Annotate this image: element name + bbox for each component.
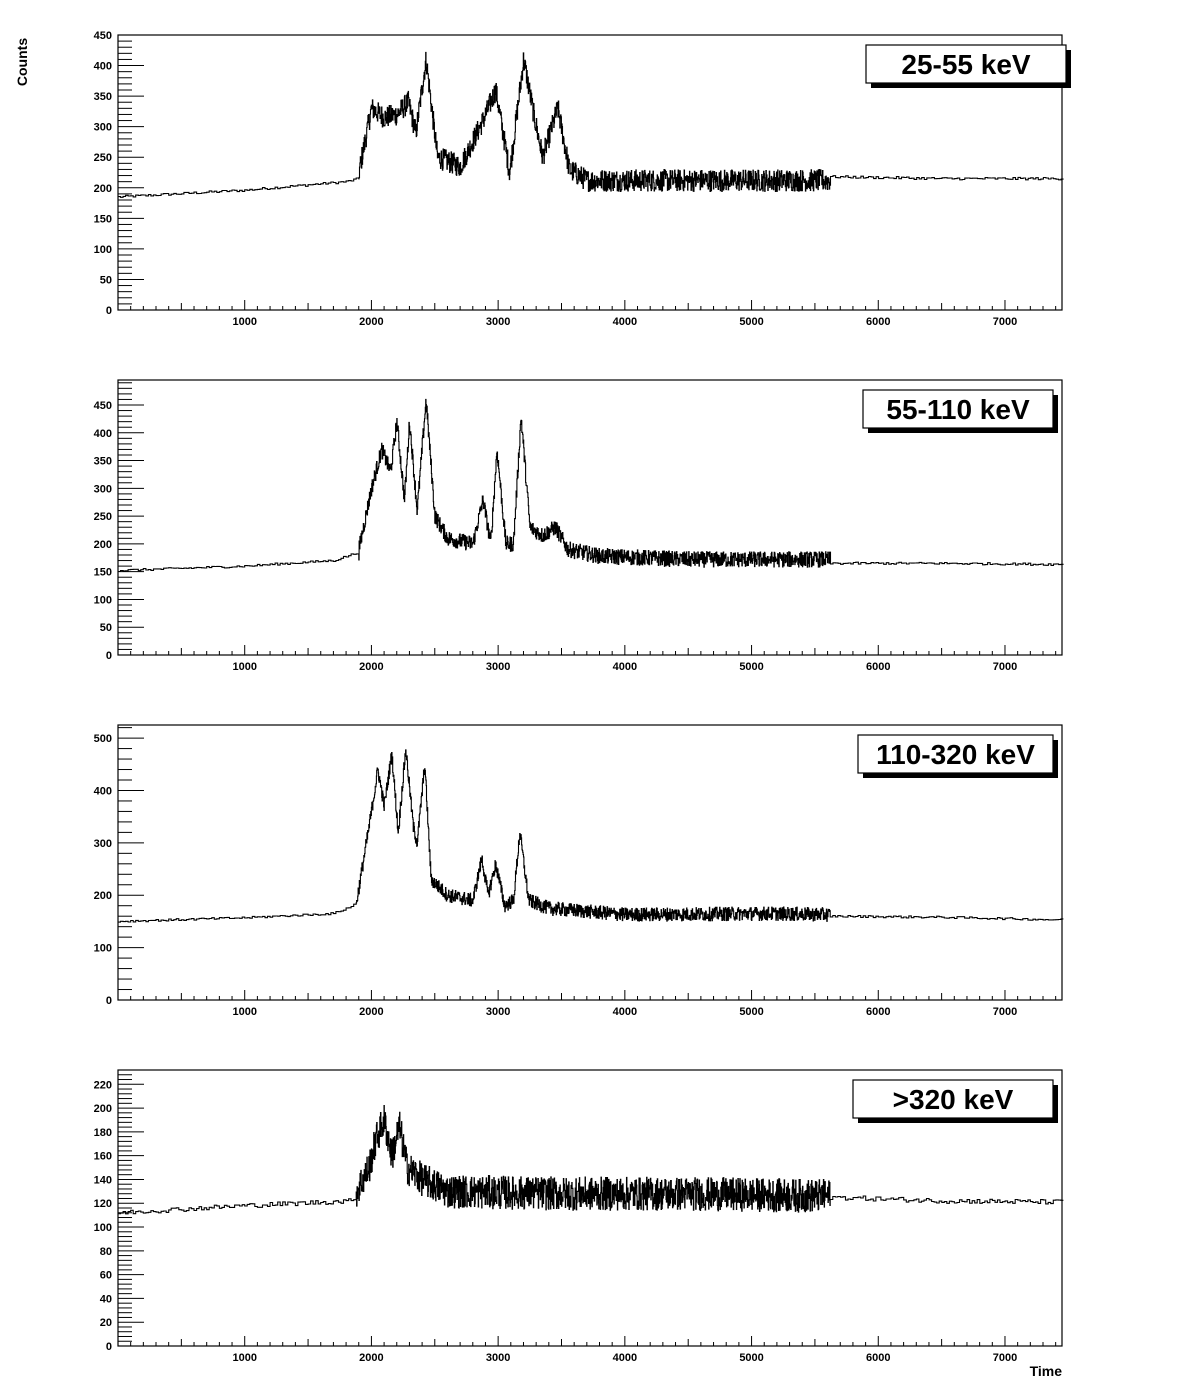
x-tick-label: 4000 [613, 316, 637, 328]
y-tick-label: 60 [100, 1270, 112, 1282]
x-tick-label: 3000 [486, 1006, 510, 1018]
chart-panel-3: 0 100 200 300 400 500 1000 2000 3000 4000 5000 6000… [94, 724, 1064, 1018]
y-tick-label: 50 [100, 622, 112, 634]
y-tick-label: 20 [100, 1317, 112, 1329]
y-tick-label: 100 [94, 1222, 112, 1234]
y-tick-label: 350 [94, 91, 112, 103]
chart-panel-4: 0 20 40 60 80 100 120 140 160 180 200 220 1000 2000 30… [94, 1069, 1064, 1364]
x-tick-label: 1000 [232, 661, 256, 673]
y-tick-label: 300 [94, 122, 112, 134]
x-tick-label: 1000 [232, 1352, 256, 1364]
x-tick-label: 3000 [486, 1352, 510, 1364]
x-tick-label: 5000 [739, 1352, 763, 1364]
y-tick-label: 100 [94, 943, 112, 955]
y-tick-label: 200 [94, 183, 112, 195]
legend-label: 25-55 keV [901, 49, 1031, 80]
x-tick-label: 7000 [993, 1352, 1017, 1364]
y-tick-label: 180 [94, 1127, 112, 1139]
legend-box [857, 734, 1054, 774]
x-tick-label: 2000 [359, 316, 383, 328]
series-line [118, 749, 1064, 923]
plot-frame [117, 724, 1063, 1001]
legend-label: 55-110 keV [886, 394, 1030, 425]
series-line [118, 1105, 1064, 1215]
y-tick-label: 100 [94, 594, 112, 606]
x-tick-label: 7000 [993, 316, 1017, 328]
y-tick-label: 500 [94, 733, 112, 745]
y-tick-label: 400 [94, 61, 112, 73]
legend-label: 110-320 keV [876, 739, 1035, 770]
series-line [118, 51, 1064, 198]
legend-box [852, 1079, 1054, 1119]
chart-panel-2: 0 50 100 150 200 250 300 350 400 450 1000 2000 3000 4… [94, 379, 1064, 673]
y-tick-label: 100 [94, 244, 112, 256]
y-tick-label: 450 [94, 30, 112, 42]
x-tick-label: 5000 [739, 661, 763, 673]
x-axis-label: Time [1030, 1363, 1063, 1379]
y-tick-label: 0 [106, 650, 112, 662]
y-tick-label: 0 [106, 995, 112, 1007]
y-tick-label: 220 [94, 1079, 112, 1091]
y-tick-label: 350 [94, 456, 112, 468]
y-tick-label: 300 [94, 483, 112, 495]
x-tick-label: 6000 [866, 1352, 890, 1364]
y-tick-label: 250 [94, 152, 112, 164]
y-tick-label: 50 [100, 274, 112, 286]
y-tick-label: 250 [94, 511, 112, 523]
y-tick-label: 140 [94, 1174, 112, 1186]
x-tick-label: 6000 [866, 1006, 890, 1018]
plot-frame [117, 34, 1063, 311]
chart-panel-1: 0 50 100 150 200 250 300 350 400 450 1000 2000 3000 4… [94, 30, 1071, 328]
legend-box [865, 44, 1067, 84]
y-tick-label: 80 [100, 1246, 112, 1258]
y-tick-label: 120 [94, 1198, 112, 1210]
x-tick-label: 3000 [486, 661, 510, 673]
x-tick-label: 2000 [359, 661, 383, 673]
x-tick-label: 4000 [613, 661, 637, 673]
y-tick-label: 400 [94, 428, 112, 440]
legend-box [862, 389, 1054, 429]
y-axis-label: Counts [14, 38, 30, 86]
x-tick-label: 6000 [866, 316, 890, 328]
x-tick-label: 2000 [359, 1352, 383, 1364]
y-tick-label: 0 [106, 1341, 112, 1353]
x-tick-label: 2000 [359, 1006, 383, 1018]
legend-label: >320 keV [893, 1084, 1014, 1115]
y-tick-label: 200 [94, 890, 112, 902]
x-tick-label: 1000 [232, 1006, 256, 1018]
series-line [118, 398, 1064, 573]
x-tick-label: 3000 [486, 316, 510, 328]
y-tick-label: 160 [94, 1151, 112, 1163]
x-tick-label: 5000 [739, 1006, 763, 1018]
y-tick-label: 200 [94, 539, 112, 551]
x-tick-label: 5000 [739, 316, 763, 328]
y-tick-label: 40 [100, 1293, 112, 1305]
y-tick-label: 450 [94, 400, 112, 412]
x-tick-label: 4000 [613, 1006, 637, 1018]
x-tick-label: 1000 [232, 316, 256, 328]
y-tick-label: 200 [94, 1103, 112, 1115]
plot-frame [117, 379, 1063, 656]
x-tick-label: 7000 [993, 1006, 1017, 1018]
x-tick-label: 6000 [866, 661, 890, 673]
y-tick-label: 150 [94, 213, 112, 225]
x-tick-label: 7000 [993, 661, 1017, 673]
x-tick-label: 4000 [613, 1352, 637, 1364]
y-tick-label: 0 [106, 305, 112, 317]
y-tick-label: 300 [94, 838, 112, 850]
y-tick-label: 150 [94, 567, 112, 579]
y-tick-label: 400 [94, 785, 112, 797]
